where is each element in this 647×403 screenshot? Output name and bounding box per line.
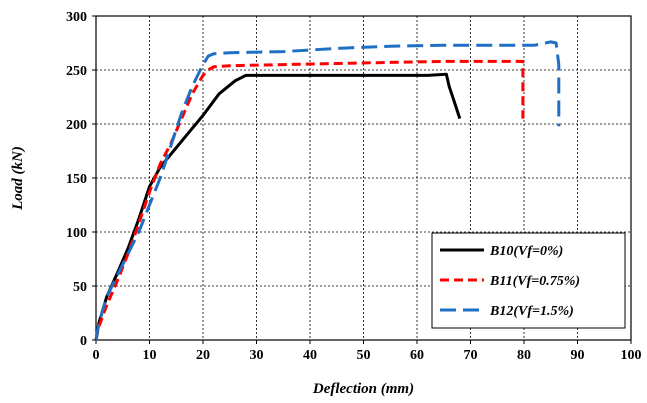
x-tick-label: 40 [303, 348, 317, 363]
x-tick-label: 60 [410, 348, 424, 363]
y-tick-label: 150 [66, 172, 87, 187]
x-tick-label: 20 [196, 348, 210, 363]
x-tick-label: 70 [464, 348, 478, 363]
y-tick-label: 50 [73, 280, 87, 295]
legend-label: B12(Vf=1.5%) [489, 304, 574, 319]
x-tick-label: 90 [571, 348, 585, 363]
series-line-1 [96, 74, 460, 340]
y-tick-label: 0 [80, 334, 87, 349]
y-tick-label: 300 [66, 10, 87, 25]
y-tick-label: 250 [66, 64, 87, 79]
x-axis-title: Deflection (mm) [312, 381, 414, 397]
x-tick-label: 50 [357, 348, 371, 363]
x-tick-label: 80 [517, 348, 531, 363]
x-tick-label: 10 [143, 348, 157, 363]
legend-label: B11(Vf=0.75%) [489, 274, 580, 289]
y-tick-label: 100 [66, 226, 87, 241]
y-tick-label: 200 [66, 118, 87, 133]
x-tick-label: 100 [621, 348, 642, 363]
x-tick-label: 30 [250, 348, 264, 363]
legend: B10(Vf=0%) B11(Vf=0.75%) B12(Vf=1.5%) [432, 233, 625, 328]
legend-label: B10(Vf=0%) [489, 244, 563, 259]
y-axis-title: Load (kN) [10, 146, 26, 211]
x-tick-label: 0 [93, 348, 100, 363]
